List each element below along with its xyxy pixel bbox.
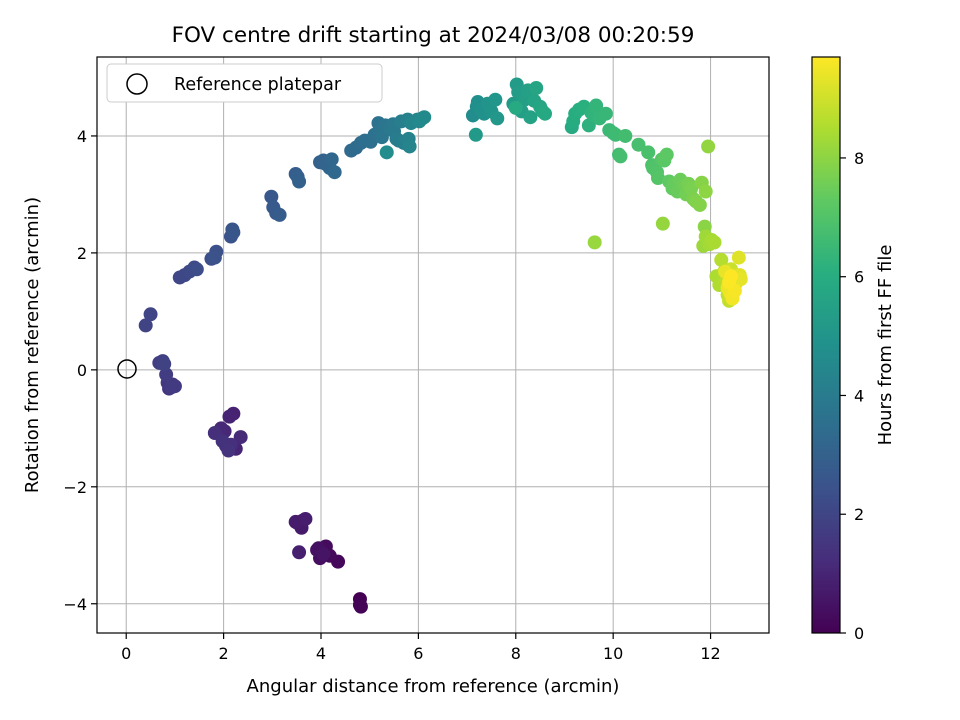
data-point <box>650 171 665 186</box>
colorbar-tick-label: 6 <box>854 268 864 287</box>
data-point <box>698 184 713 199</box>
x-tick-label: 2 <box>219 644 229 663</box>
data-point <box>641 145 656 160</box>
data-point <box>402 139 417 154</box>
colorbar-tick-label: 2 <box>854 505 864 524</box>
data-point <box>189 262 204 277</box>
data-point <box>631 137 646 152</box>
colorbar-tick-label: 8 <box>854 149 864 168</box>
data-point <box>523 110 538 125</box>
y-tick-label: 4 <box>77 127 87 146</box>
data-point <box>659 147 674 162</box>
data-point <box>613 149 628 164</box>
data-point <box>379 145 394 160</box>
y-tick-label: −2 <box>63 478 87 497</box>
data-point <box>587 235 602 250</box>
x-tick-label: 10 <box>603 644 623 663</box>
data-point <box>327 165 342 180</box>
x-axis-ticks: 0 2 4 6 8 10 12 <box>121 633 721 663</box>
x-tick-label: 0 <box>121 644 131 663</box>
data-point <box>292 174 307 189</box>
x-axis-label: Angular distance from reference (arcmin) <box>247 676 620 697</box>
colorbar <box>811 56 841 634</box>
legend: Reference platepar <box>106 63 383 103</box>
reference-marker <box>117 359 137 379</box>
y-tick-label: 2 <box>77 244 87 263</box>
data-point <box>724 269 739 284</box>
data-point <box>324 152 339 167</box>
colorbar-label: Hours from first FF file <box>875 245 896 446</box>
grid <box>97 57 769 633</box>
data-point <box>655 216 670 231</box>
data-point <box>618 128 633 143</box>
data-point <box>488 92 503 107</box>
data-point <box>298 511 313 526</box>
chart-title: FOV centre drift starting at 2024/03/08 … <box>172 23 695 48</box>
x-tick-label: 8 <box>511 644 521 663</box>
data-point <box>157 357 172 372</box>
data-point <box>529 80 544 95</box>
data-point <box>490 111 505 126</box>
data-point <box>159 367 174 382</box>
data-point <box>316 547 331 562</box>
legend-entry: Reference platepar <box>174 75 342 95</box>
data-point <box>508 100 523 115</box>
data-point <box>207 250 222 265</box>
data-point <box>272 207 287 222</box>
data-point <box>292 545 307 560</box>
colorbar-tick-label: 4 <box>854 386 864 405</box>
x-tick-label: 12 <box>700 644 720 663</box>
data-point <box>684 181 699 196</box>
y-tick-label: 0 <box>77 361 87 380</box>
y-tick-label: −4 <box>63 595 87 614</box>
data-point <box>264 189 279 204</box>
data-point <box>225 222 240 237</box>
data-point <box>222 409 237 424</box>
data-point <box>221 443 236 458</box>
data-point <box>233 430 248 445</box>
data-point <box>138 318 153 333</box>
y-axis-ticks: −4 −2 0 2 4 <box>63 127 97 614</box>
data-point <box>707 235 722 250</box>
data-point <box>353 599 368 614</box>
data-point <box>538 106 552 121</box>
data-point <box>692 197 707 212</box>
data-point <box>589 98 604 113</box>
data-point <box>417 110 432 125</box>
data-point <box>731 250 746 265</box>
data-point <box>143 307 158 322</box>
x-tick-label: 6 <box>413 644 423 663</box>
data-point <box>598 106 613 121</box>
plot-frame <box>96 56 770 634</box>
colorbar-ticks: 0 2 4 6 8 <box>840 149 864 643</box>
y-axis-label: Rotation from reference (arcmin) <box>22 197 43 493</box>
data-points <box>138 77 748 614</box>
x-tick-label: 4 <box>316 644 326 663</box>
data-point <box>468 127 483 142</box>
data-point <box>164 380 179 395</box>
data-point <box>714 252 729 267</box>
legend-box <box>106 63 383 103</box>
data-point <box>701 139 716 154</box>
legend-marker <box>126 73 148 95</box>
colorbar-tick-label: 0 <box>854 624 864 643</box>
